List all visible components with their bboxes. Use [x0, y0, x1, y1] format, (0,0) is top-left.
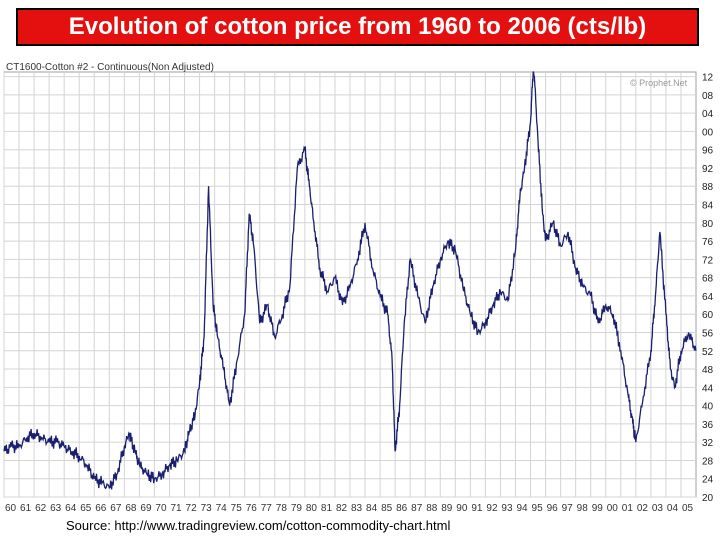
- x-tick-label: 95: [532, 503, 544, 514]
- y-tick-label: 84: [702, 201, 714, 212]
- x-tick-label: 65: [80, 503, 92, 514]
- y-tick-label: 64: [702, 292, 714, 303]
- horizontal-gridlines: [4, 76, 696, 498]
- y-tick-label: 76: [702, 237, 714, 248]
- x-tick-label: 04: [667, 503, 679, 514]
- y-tick-label: 04: [702, 109, 714, 120]
- y-tick-label: 20: [702, 493, 714, 504]
- x-tick-label: 91: [471, 503, 483, 514]
- x-tick-label: 05: [682, 503, 694, 514]
- x-tick-label: 61: [20, 503, 32, 514]
- y-tick-label: 00: [702, 127, 714, 138]
- y-tick-label: 24: [702, 475, 714, 486]
- y-tick-label: 56: [702, 328, 714, 339]
- vertical-gridlines: [3, 72, 682, 497]
- x-tick-label: 74: [216, 503, 228, 514]
- y-tick-label: 32: [702, 438, 714, 449]
- y-tick-label: 72: [702, 255, 714, 266]
- source-citation: Source: http://www.tradingreview.com/cot…: [66, 518, 451, 533]
- x-tick-label: 82: [336, 503, 348, 514]
- x-tick-label: 87: [411, 503, 423, 514]
- x-tick-label: 63: [50, 503, 62, 514]
- chart-svg: CT1600-Cotton #2 - Continuous(Non Adjust…: [3, 62, 714, 514]
- x-tick-label: 71: [170, 503, 182, 514]
- x-tick-label: 81: [321, 503, 333, 514]
- y-tick-label: 80: [702, 219, 714, 230]
- x-tick-label: 68: [125, 503, 137, 514]
- y-tick-label: 44: [702, 383, 714, 394]
- x-tick-label: 76: [246, 503, 258, 514]
- y-tick-label: 52: [702, 347, 714, 358]
- x-tick-label: 79: [291, 503, 303, 514]
- x-tick-label: 88: [426, 503, 438, 514]
- price-chart: CT1600-Cotton #2 - Continuous(Non Adjust…: [0, 60, 720, 516]
- x-tick-label: 60: [5, 503, 17, 514]
- x-tick-label: 89: [441, 503, 453, 514]
- x-tick-label: 66: [95, 503, 107, 514]
- x-tick-label: 93: [501, 503, 513, 514]
- y-tick-label: 48: [702, 365, 714, 376]
- x-tick-label: 01: [622, 503, 634, 514]
- page-title: Evolution of cotton price from 1960 to 2…: [16, 8, 699, 46]
- y-tick-label: 36: [702, 420, 714, 431]
- chart-subtitle: CT1600-Cotton #2 - Continuous(Non Adjust…: [6, 62, 214, 73]
- x-tick-label: 62: [35, 503, 47, 514]
- x-tick-label: 67: [110, 503, 122, 514]
- x-tick-label: 02: [637, 503, 649, 514]
- x-tick-label: 84: [366, 503, 378, 514]
- x-tick-label: 64: [65, 503, 77, 514]
- watermark-text: © Prophet.Net: [630, 78, 688, 88]
- x-tick-label: 03: [652, 503, 664, 514]
- y-tick-label: 68: [702, 274, 714, 285]
- x-tick-label: 77: [261, 503, 273, 514]
- x-tick-label: 73: [201, 503, 213, 514]
- x-tick-label: 72: [186, 503, 198, 514]
- x-tick-label: 99: [592, 503, 604, 514]
- x-axis-ticks: 60 61 62 63 64 65 66 67 68 69 70 71 72 73 74 75 76 77 78 79…: [5, 503, 694, 514]
- y-tick-label: 28: [702, 456, 714, 467]
- price-series-line: [3, 71, 697, 490]
- x-tick-label: 86: [396, 503, 408, 514]
- x-tick-label: 97: [562, 503, 574, 514]
- x-tick-label: 70: [155, 503, 167, 514]
- x-tick-label: 98: [577, 503, 589, 514]
- y-tick-label: 92: [702, 164, 714, 175]
- x-tick-label: 83: [351, 503, 363, 514]
- x-tick-label: 96: [547, 503, 559, 514]
- x-tick-label: 92: [486, 503, 498, 514]
- x-tick-label: 00: [607, 503, 619, 514]
- x-tick-label: 85: [381, 503, 393, 514]
- x-tick-label: 78: [276, 503, 288, 514]
- x-tick-label: 90: [456, 503, 468, 514]
- y-axis-ticks: 20 24 28 32 36 40 44 48 52 56 60 64 68 72 76 80 84 88 92 96…: [702, 73, 714, 504]
- y-tick-label: 60: [702, 310, 714, 321]
- x-tick-label: 69: [140, 503, 152, 514]
- y-tick-label: 12: [702, 73, 714, 84]
- y-tick-label: 88: [702, 182, 714, 193]
- y-tick-label: 96: [702, 146, 714, 157]
- x-tick-label: 94: [516, 503, 528, 514]
- y-tick-label: 08: [702, 91, 714, 102]
- y-tick-label: 40: [702, 402, 714, 413]
- x-tick-label: 80: [306, 503, 318, 514]
- x-tick-label: 75: [231, 503, 243, 514]
